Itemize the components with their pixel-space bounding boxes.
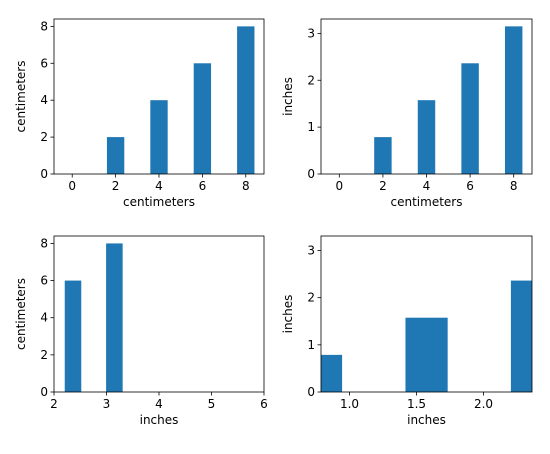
subplot: 0 2 4 6 8 0 1 2 3 centimeters inches xyxy=(281,18,533,209)
x-tick-label: 6 xyxy=(466,179,474,193)
y-axis-label: centimeters xyxy=(14,278,28,350)
bars xyxy=(374,26,523,174)
y-tick-label: 0 xyxy=(307,385,315,399)
bar xyxy=(237,26,255,174)
x-tick-label: 2.0 xyxy=(474,397,493,411)
y-tick-label: 6 xyxy=(40,274,48,288)
x-tick-label: 2 xyxy=(112,179,120,193)
bar xyxy=(106,243,123,392)
y-tick-label: 2 xyxy=(307,73,315,87)
x-tick-label: 4 xyxy=(155,179,163,193)
x-tick-label: 8 xyxy=(242,179,250,193)
bar xyxy=(193,63,212,174)
x-tick-label: 3 xyxy=(103,397,111,411)
x-tick-label: 4 xyxy=(155,397,163,411)
x-axis-label: inches xyxy=(407,413,446,427)
bar xyxy=(64,280,82,392)
bars xyxy=(106,26,255,174)
bar xyxy=(417,100,436,174)
y-tick-label: 3 xyxy=(307,243,315,257)
x-tick-label: 1.5 xyxy=(407,397,426,411)
y-tick-label: 0 xyxy=(307,167,315,181)
bar xyxy=(106,137,125,174)
x-tick-label: 1.0 xyxy=(340,397,359,411)
axes-frame xyxy=(53,235,265,393)
y-tick-label: 8 xyxy=(40,236,48,250)
y-tick-label: 8 xyxy=(40,19,48,33)
y-tick-label: 3 xyxy=(307,26,315,40)
y-tick-label: 0 xyxy=(40,167,48,181)
x-tick-label: 5 xyxy=(208,397,216,411)
x-axis-label: centimeters xyxy=(123,195,195,209)
bar xyxy=(150,100,168,174)
y-tick-label: 2 xyxy=(40,130,48,144)
y-tick-label: 4 xyxy=(40,93,48,107)
bar xyxy=(504,26,523,174)
bar xyxy=(405,317,448,392)
bar xyxy=(461,63,479,174)
bar xyxy=(510,280,532,392)
subplot: 1.0 1.5 2.0 0 1 2 3 inches inches xyxy=(281,235,533,427)
y-tick-label: 2 xyxy=(307,291,315,305)
x-tick-label: 6 xyxy=(260,397,268,411)
x-tick-label: 2 xyxy=(50,397,58,411)
x-tick-label: 6 xyxy=(199,179,207,193)
y-tick-label: 2 xyxy=(40,348,48,362)
y-axis-label: inches xyxy=(281,295,295,334)
subplot: 0 2 4 6 8 0 2 4 6 8 centimeters centimeters xyxy=(14,18,265,209)
x-tick-label: 4 xyxy=(423,179,431,193)
x-tick-label: 2 xyxy=(379,179,387,193)
bar xyxy=(374,137,392,174)
y-tick-label: 6 xyxy=(40,56,48,70)
x-axis-label: centimeters xyxy=(391,195,463,209)
x-tick-label: 8 xyxy=(510,179,518,193)
y-tick-label: 1 xyxy=(307,120,315,134)
x-tick-label: 0 xyxy=(335,179,343,193)
x-axis-label: inches xyxy=(140,413,179,427)
y-tick-label: 0 xyxy=(40,385,48,399)
y-axis-label: centimeters xyxy=(14,61,28,133)
y-axis-label: inches xyxy=(281,77,295,116)
x-tick-label: 0 xyxy=(68,179,76,193)
y-tick-label: 4 xyxy=(40,311,48,325)
axes-frame xyxy=(320,235,533,393)
bars xyxy=(64,243,123,392)
bars xyxy=(321,280,532,392)
y-tick-label: 1 xyxy=(307,338,315,352)
bar xyxy=(321,354,343,392)
